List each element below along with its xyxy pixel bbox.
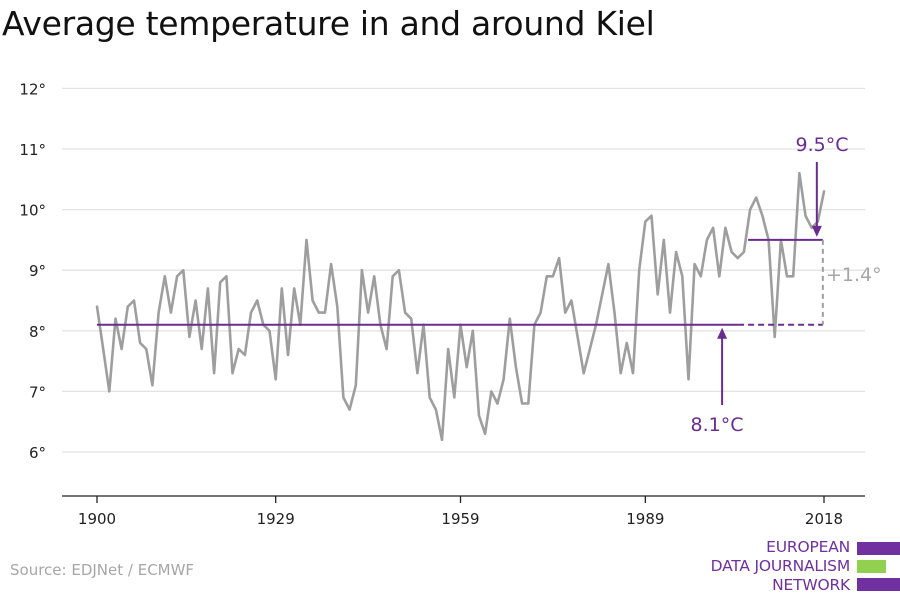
logo-bar-2 [857,560,886,573]
y-tick-label: 12° [19,80,46,98]
reference-lines [97,162,824,405]
annotation-low: 8.1°C [691,414,744,436]
chart-gridlines [62,87,865,453]
x-tick-label: 1900 [78,510,116,528]
x-axis: 1900 1929 1959 1989 2018 [62,495,865,528]
arrow-low-head [717,327,728,339]
y-tick-label: 6° [29,444,46,462]
logo-line-2: DATA JOURNALISM [710,557,851,575]
logo-bar-3 [857,578,900,591]
y-axis-ticks: 6° 7° 8° 9° 10° 11° 12° [19,80,46,462]
annotation-difference: +1.4° [826,264,882,286]
y-tick-label: 7° [29,383,46,401]
annotation-high: 9.5°C [796,134,849,156]
x-tick-label: 2018 [805,510,843,528]
y-tick-label: 10° [19,202,46,220]
y-tick-label: 9° [29,262,46,280]
y-tick-label: 11° [19,141,46,159]
series-line [95,171,826,442]
x-tick-label: 1929 [257,510,295,528]
page-title: Average temperature in and around Kiel [2,4,655,43]
logo-line-3: NETWORK [772,576,850,594]
annotations: 8.1°C 9.5°C +1.4° [691,134,882,436]
arrow-high-head [811,225,822,237]
logo-bar-1 [857,542,900,555]
source-note: Source: EDJNet / ECMWF [10,561,195,579]
x-tick-label: 1959 [441,510,479,528]
chart-series [95,171,826,442]
y-tick-label: 8° [29,323,46,341]
logo-line-1: EUROPEAN [766,538,850,556]
x-tick-label: 1989 [626,510,664,528]
